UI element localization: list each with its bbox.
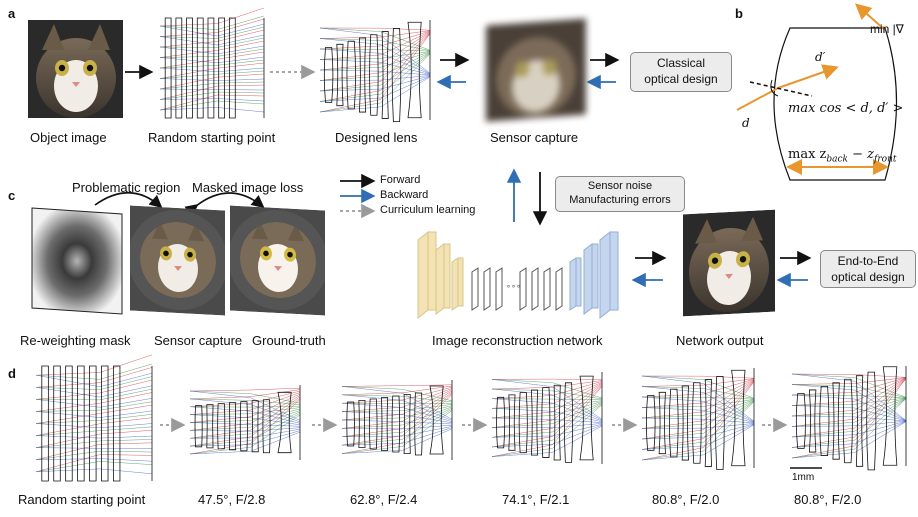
sensor-capture-blurry	[486, 18, 586, 122]
reconstruction-network	[417, 230, 619, 320]
caption-d-0: Random starting point	[18, 492, 146, 507]
sensor-noise-box: Sensor noise Manufacturing errors	[555, 176, 685, 212]
e2e-design-box: End-to-End optical design	[820, 250, 916, 288]
angle-arc	[770, 79, 779, 97]
panel-letter-b: b	[735, 6, 743, 21]
lens-d-3	[491, 372, 603, 464]
scale-bar-label: 1mm	[792, 472, 815, 483]
caption-d-3: 74.1°, F/2.1	[502, 492, 570, 507]
ground-truth-masked	[230, 205, 325, 316]
caption-network-output: Network output	[676, 333, 764, 348]
legend-curriculum-label: Curriculum learning	[380, 204, 476, 216]
caption-d-5: 80.8°, F/2.0	[794, 492, 862, 507]
caption-ground-truth: Ground-truth	[252, 333, 326, 348]
surface-normal	[749, 81, 813, 97]
arrow-masked-loss	[184, 192, 265, 217]
network-output-cat	[683, 209, 775, 317]
caption-random-start-a: Random starting point	[148, 130, 276, 145]
legend-backward-label: Backward	[380, 189, 429, 201]
caption-d-4: 80.8°, F/2.0	[652, 492, 720, 507]
lens-d-4	[641, 368, 755, 471]
panel-letter-d: d	[8, 366, 16, 381]
caption-designed-lens: Designed lens	[335, 130, 418, 145]
max-z-label: max zback − zfront	[788, 147, 897, 165]
masked-loss-label: Masked image loss	[192, 180, 304, 195]
caption-reweighting-mask: Re-weighting mask	[20, 333, 131, 348]
caption-d-1: 47.5°, F/2.8	[198, 492, 266, 507]
panel-letter-c: c	[8, 188, 16, 203]
gradient-arrow	[855, 3, 886, 31]
lens-d-1	[189, 385, 301, 460]
lens-d-2	[341, 380, 453, 460]
legend-forward-label: Forward	[380, 174, 421, 186]
arrow-problematic	[94, 192, 163, 209]
caption-sensor-capture-a: Sensor capture	[490, 130, 579, 145]
panel-letter-a: a	[8, 6, 16, 21]
reweighting-mask-image	[31, 207, 123, 315]
caption-sensor-capture-c: Sensor capture	[154, 333, 243, 348]
problematic-region-label: Problematic region	[72, 180, 181, 195]
ray-d-prime	[777, 64, 839, 89]
caption-d-2: 62.8°, F/2.4	[350, 492, 418, 507]
lens-d-5	[791, 366, 907, 471]
max-cos-label: max cos < d, d′ >	[788, 101, 904, 116]
lens-d-0	[35, 354, 153, 482]
d-prime-label: d′	[815, 50, 826, 64]
lens-designed-a	[319, 20, 431, 123]
sensor-capture-masked	[130, 205, 225, 316]
lens-random-start-a	[159, 7, 265, 119]
object-image-cat	[28, 20, 123, 118]
lens-element-b	[773, 27, 898, 181]
classical-design-box: Classical optical design	[630, 52, 732, 92]
caption-object-image: Object image	[30, 130, 107, 145]
network-ellipsis: ∘∘∘	[506, 282, 522, 291]
min-gradient-label: min |∇	[870, 22, 904, 36]
d-label: d	[742, 116, 750, 130]
ray-d	[736, 87, 779, 111]
caption-network: Image reconstruction network	[432, 333, 603, 348]
